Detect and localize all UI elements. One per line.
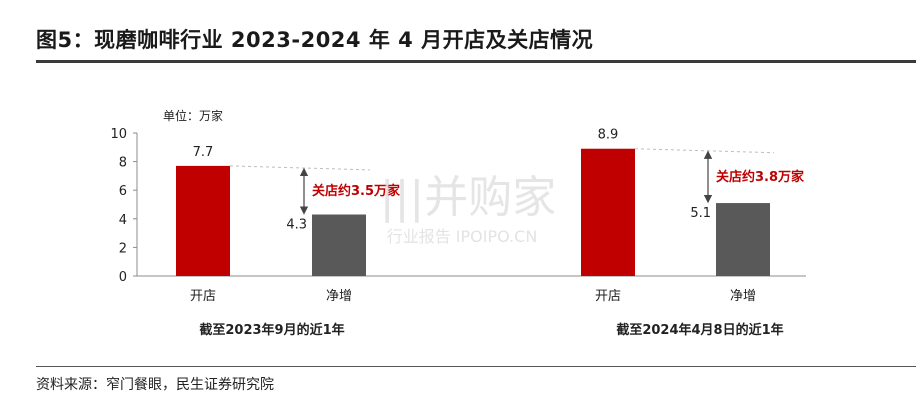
watermark-sub: 行业报告 IPOIPO.CN: [387, 227, 538, 246]
y-tick-label: 0: [119, 270, 127, 285]
bar-net-1: [312, 214, 366, 276]
bar-open-1: [176, 165, 230, 276]
category-label: 开店: [595, 289, 621, 304]
source-note: 资料来源：窄门餐眼，民生证券研究院: [36, 377, 274, 393]
bar-layer: [176, 148, 770, 276]
closure-annotation: 关店约3.5万家: [312, 183, 401, 199]
bar-net-2: [716, 203, 770, 276]
bar-open-2: [581, 148, 635, 276]
bar-chart: 单位：万家 0 2 4 6 8 10 7.7 开店 4.3 净增 关店约3.5万家截至2023年9月…: [110, 108, 806, 338]
page-title: 图5：现磨咖啡行业 2023-2024 年 4 月开店及关店情况: [36, 28, 594, 52]
watermark-main: |||并购家: [380, 172, 556, 223]
data-label: 4.3: [286, 218, 307, 233]
closure-annotation: 关店约3.8万家: [716, 169, 805, 185]
y-tick-label: 6: [119, 184, 127, 199]
y-tick-label: 2: [119, 241, 127, 256]
category-label: 净增: [326, 289, 352, 304]
y-tick-label: 4: [119, 213, 127, 228]
data-label: 8.9: [598, 128, 619, 143]
category-label: 开店: [190, 289, 216, 304]
group-label: 截至2023年9月的近1年: [199, 322, 344, 338]
category-label: 净增: [730, 289, 756, 304]
y-tick-label: 8: [119, 156, 127, 171]
unit-label: 单位：万家: [163, 108, 223, 123]
axis-layer: 单位：万家 0 2 4 6 8 10: [110, 108, 806, 285]
dashed-connector: [229, 165, 371, 171]
dashed-connector: [634, 148, 775, 154]
data-label: 7.7: [193, 145, 214, 160]
data-label: 5.1: [690, 206, 711, 221]
source-divider: [36, 366, 916, 367]
group-label: 截至2024年4月8日的近1年: [616, 322, 783, 338]
title-divider: [36, 60, 916, 63]
y-tick-label: 10: [110, 127, 127, 142]
